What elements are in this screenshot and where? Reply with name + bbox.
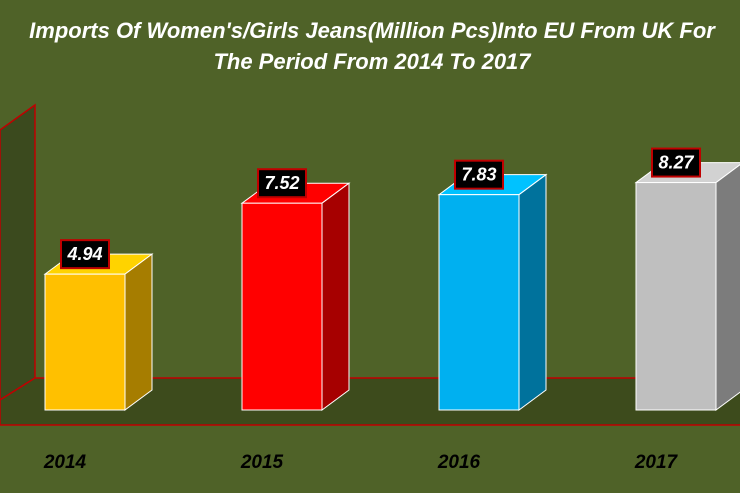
back-wall xyxy=(0,103,36,401)
bar-side xyxy=(124,253,153,411)
value-label: 7.83 xyxy=(461,164,496,184)
x-tick-label: 2016 xyxy=(437,452,481,473)
floor xyxy=(0,377,740,426)
value-label: 8.27 xyxy=(658,152,694,172)
bar xyxy=(241,202,323,411)
chart-title: Imports Of Women's/Girls Jeans(Million P… xyxy=(29,18,716,43)
x-tick-label: 2015 xyxy=(240,452,284,473)
value-label-box xyxy=(60,239,110,270)
bar xyxy=(438,194,520,411)
value-label-box xyxy=(454,159,504,190)
value-label-box xyxy=(257,168,307,199)
bar-side xyxy=(715,164,740,411)
bar-side xyxy=(518,173,547,411)
bar xyxy=(44,273,126,411)
chart-title: The Period From 2014 To 2017 xyxy=(213,49,532,74)
value-label: 7.52 xyxy=(264,173,299,193)
value-label: 4.94 xyxy=(66,244,102,264)
x-tick-label: 2014 xyxy=(43,452,87,473)
x-tick-label: 2017 xyxy=(634,452,679,473)
bar xyxy=(635,182,717,411)
value-label-box xyxy=(651,147,701,178)
bar-side xyxy=(321,182,350,411)
